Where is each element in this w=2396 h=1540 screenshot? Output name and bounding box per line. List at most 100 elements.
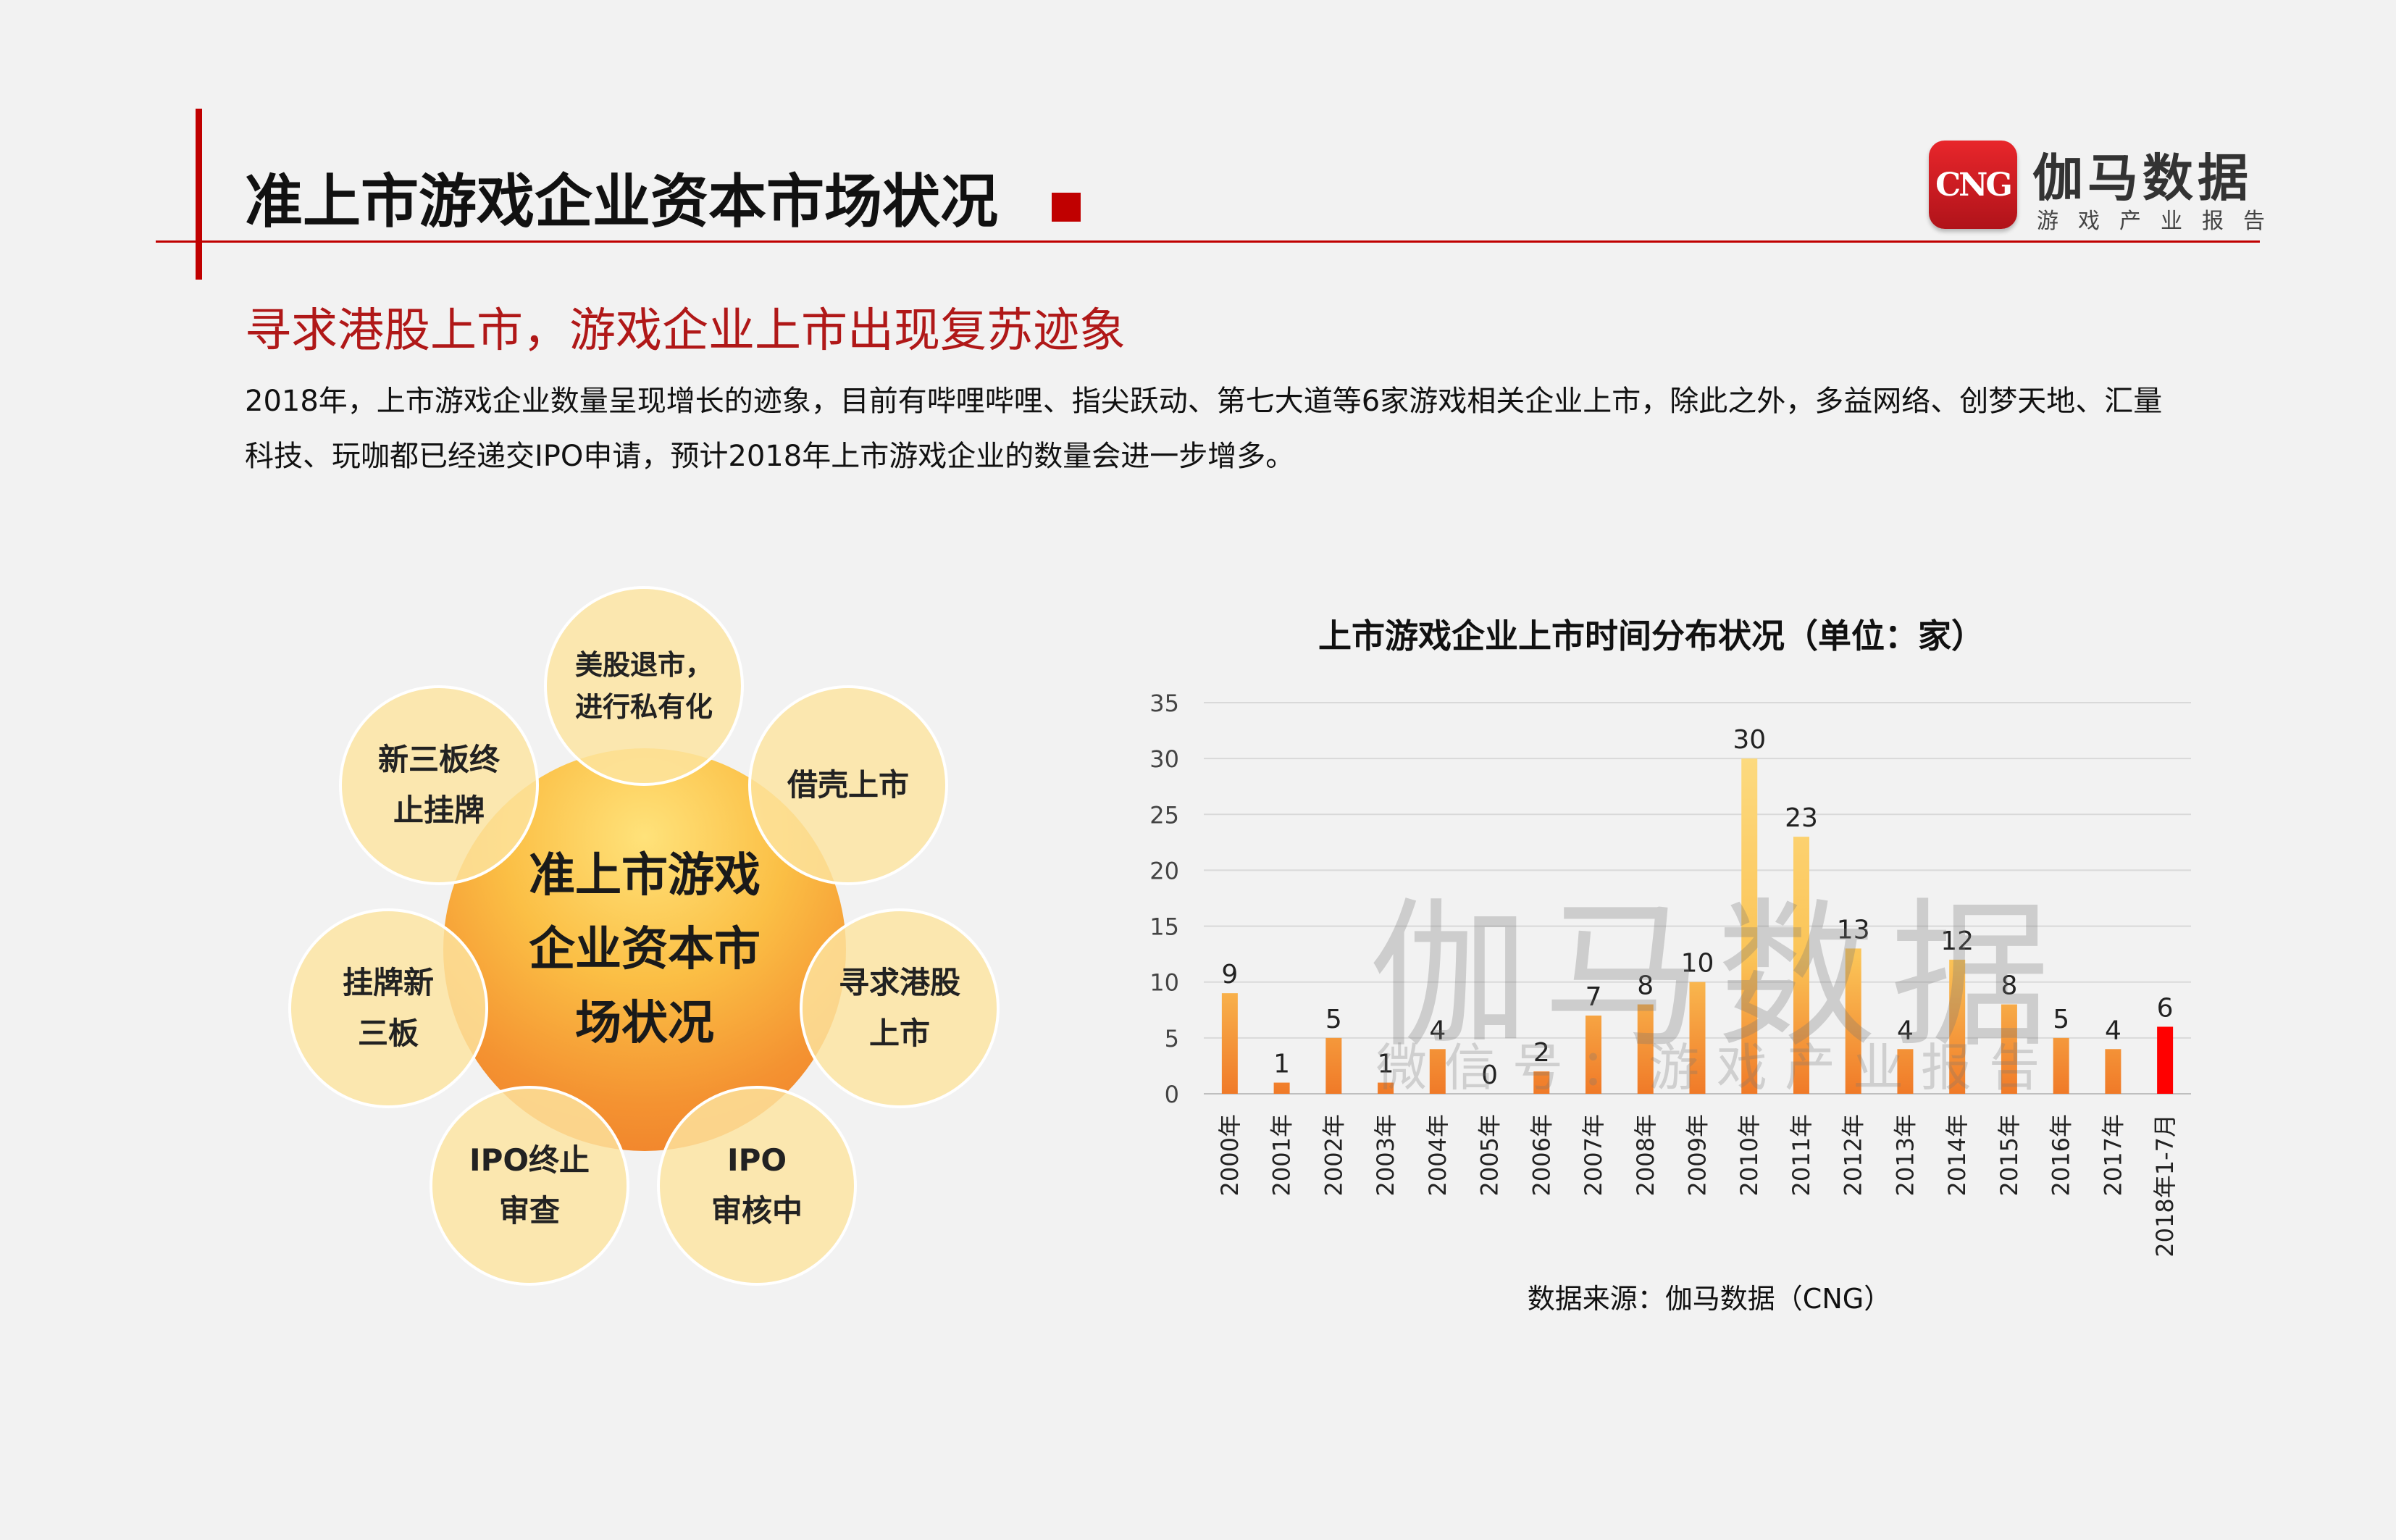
- page-title: 准上市游戏企业资本市场状况: [245, 168, 998, 235]
- bubble-label-line: 挂牌新: [342, 965, 434, 1000]
- logo-name: 伽马数据: [2032, 148, 2253, 208]
- x-tick-label: 2017年: [2099, 1114, 2127, 1196]
- bubble-neeq-delisting: 新三板终 止挂牌: [339, 685, 539, 885]
- logo-subtitle: 游戏产业报告: [2037, 209, 2284, 234]
- x-tick-label: 2010年: [1735, 1114, 1763, 1196]
- header-accent-bar: [196, 109, 202, 280]
- data-label: 8: [1637, 971, 1654, 1001]
- data-label: 8: [2001, 971, 2017, 1001]
- x-tick-label: 2004年: [1424, 1114, 1452, 1196]
- x-tick-label: 2007年: [1580, 1114, 1607, 1196]
- bar: [1325, 1037, 1342, 1094]
- x-tick-label: 2005年: [1476, 1114, 1504, 1196]
- bubble-label-line: 准上市游戏: [529, 849, 761, 903]
- data-label: 9: [1221, 960, 1238, 989]
- bar: [1533, 1071, 1550, 1094]
- x-tick-label: 2012年: [1840, 1114, 1867, 1196]
- bar: [1689, 982, 1706, 1094]
- cng-logo: CNG: [1929, 141, 2017, 229]
- bar: [1429, 1049, 1446, 1094]
- x-tick-label: 2016年: [2048, 1114, 2075, 1196]
- data-label: 5: [2053, 1005, 2069, 1034]
- bubble-label-line: 审查: [498, 1193, 560, 1229]
- bubble-hk-listing: 寻求港股 上市: [800, 908, 1000, 1108]
- y-tick-label: 30: [1149, 745, 1179, 773]
- watermark-wechat: 微信号：游戏产业报告: [1376, 1038, 2057, 1097]
- data-label: 30: [1733, 725, 1766, 755]
- data-label: 4: [2105, 1016, 2121, 1045]
- data-label: 6: [2157, 993, 2174, 1023]
- body-line: 科技、玩咖都已经递交IPO申请，预计2018年上市游戏企业的数量会进一步增多。: [245, 440, 1295, 473]
- x-tick-label: 2018年1-7月: [2151, 1114, 2179, 1257]
- bubble-label-line: 借壳上市: [787, 767, 909, 803]
- watermark-brand: 伽马数据: [1369, 884, 2065, 1069]
- y-tick-label: 25: [1149, 801, 1179, 829]
- bubble-backdoor-listing: 借壳上市: [748, 685, 948, 885]
- section-subtitle: 寻求港股上市，游戏企业上市出现复苏迹象: [245, 304, 1126, 358]
- bubble-label-line: 美股退市，: [574, 649, 713, 681]
- x-tick-label: 2000年: [1216, 1114, 1244, 1196]
- bar: [1378, 1082, 1394, 1094]
- data-label: 7: [1586, 982, 1602, 1012]
- y-tick-label: 5: [1165, 1025, 1179, 1053]
- bubble-neeq-listing: 挂牌新 三板: [288, 908, 488, 1108]
- data-label: 1: [1273, 1050, 1290, 1079]
- bar: [2105, 1049, 2121, 1094]
- bar: [1949, 959, 1966, 1094]
- y-tick-label: 20: [1149, 857, 1179, 884]
- bar: [1741, 758, 1758, 1094]
- bubble-label-line: 三板: [357, 1016, 419, 1051]
- y-tick-label: 0: [1165, 1081, 1179, 1108]
- bubble-delisting-privatization: 美股退市， 进行私有化: [544, 586, 744, 786]
- data-label: 2: [1533, 1038, 1550, 1068]
- bar: [2053, 1037, 2069, 1094]
- bar: [1637, 1004, 1654, 1094]
- x-tick-label: 2002年: [1320, 1114, 1347, 1196]
- bubble-label-line: 新三板终: [377, 742, 500, 777]
- y-tick-label: 10: [1149, 969, 1179, 997]
- x-tick-label: 2011年: [1788, 1114, 1815, 1196]
- chart-title: 上市游戏企业上市时间分布状况（单位：家）: [1318, 616, 1985, 656]
- x-tick-label: 2008年: [1632, 1114, 1659, 1196]
- data-label: 23: [1785, 803, 1818, 833]
- data-label: 4: [1897, 1016, 1914, 1045]
- x-tick-label: 2014年: [1943, 1114, 1971, 1196]
- bubble-ipo-terminated: IPO终止 审查: [430, 1086, 629, 1286]
- x-tick-label: 2001年: [1268, 1114, 1296, 1196]
- x-tick-label: 2009年: [1684, 1114, 1712, 1196]
- data-label: 0: [1481, 1060, 1498, 1090]
- y-tick-label: 15: [1149, 913, 1179, 941]
- y-tick-label: 35: [1149, 690, 1179, 717]
- data-label: 4: [1429, 1016, 1446, 1045]
- bar: [2001, 1004, 2017, 1094]
- bar: [1586, 1016, 1602, 1094]
- data-label: 1: [1378, 1050, 1394, 1079]
- title-marker: [1052, 193, 1081, 222]
- bubble-label-line: 企业资本市: [529, 923, 761, 976]
- bar: [1221, 993, 1238, 1094]
- bar: [1897, 1049, 1914, 1094]
- bubble-label-line: 场状况: [575, 997, 714, 1050]
- data-source: 数据来源：伽马数据（CNG）: [1527, 1283, 1892, 1315]
- data-label: 5: [1325, 1005, 1342, 1034]
- body-paragraph: 2018年，上市游戏企业数量呈现增长的迹象，目前有哔哩哔哩、指尖跃动、第七大道等…: [245, 374, 2273, 484]
- x-tick-label: 2015年: [1995, 1114, 2023, 1196]
- x-tick-label: 2013年: [1891, 1114, 1919, 1196]
- x-tick-label: 2003年: [1372, 1114, 1399, 1196]
- data-label: 13: [1837, 915, 1870, 945]
- header-divider: [156, 240, 2260, 243]
- bubble-label-line: 止挂牌: [393, 792, 485, 828]
- bubble-label-line: IPO: [726, 1142, 787, 1178]
- bar: [1793, 837, 1809, 1094]
- data-label: 12: [1940, 926, 1974, 956]
- bubble-label-line: 上市: [868, 1016, 930, 1051]
- body-line: 2018年，上市游戏企业数量呈现增长的迹象，目前有哔哩哔哩、指尖跃动、第七大道等…: [245, 385, 2163, 418]
- bar: [1273, 1082, 1290, 1094]
- bubble-label-line: 寻求港股: [838, 965, 960, 1000]
- bar-chart: 0510152025303592000年12001年52002年12003年42…: [1149, 690, 2191, 1257]
- bubble-ipo-review: IPO 审核中: [657, 1086, 857, 1286]
- data-label: 10: [1681, 949, 1714, 979]
- bubble-label-line: 审核中: [711, 1193, 803, 1229]
- bar: [1845, 948, 1861, 1094]
- bar: [2157, 1026, 2174, 1094]
